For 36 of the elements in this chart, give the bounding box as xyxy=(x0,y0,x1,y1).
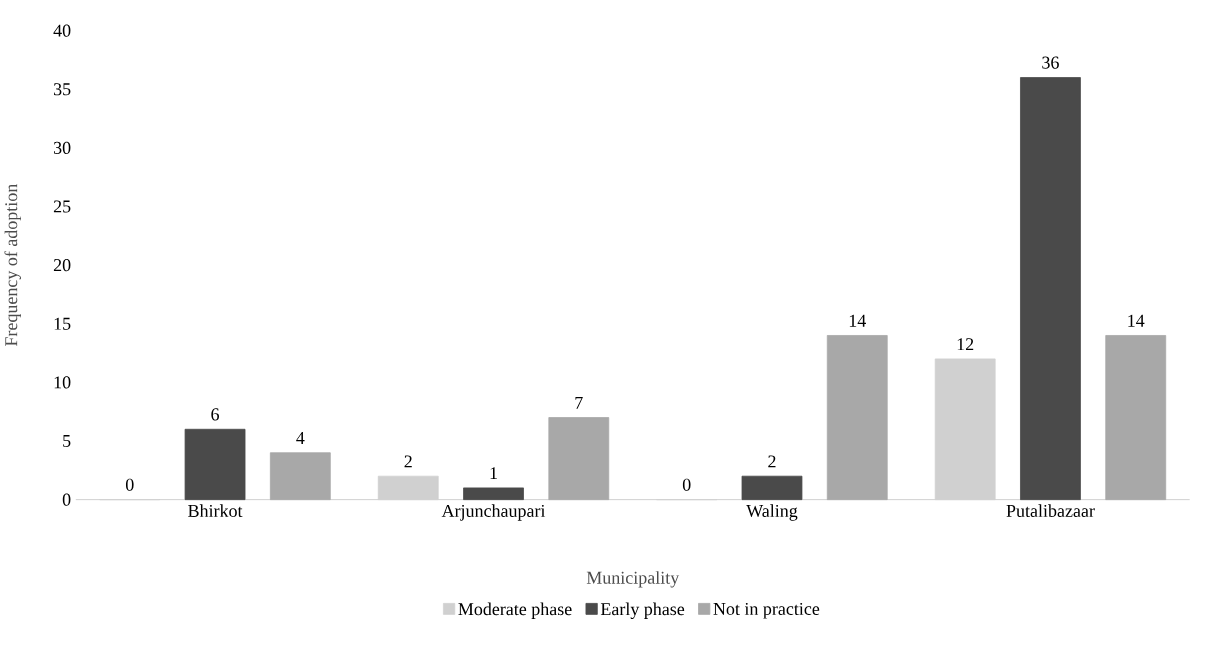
bar xyxy=(741,476,803,501)
data-label: 6 xyxy=(211,408,220,421)
x-tick-label: Putalibazaar xyxy=(1006,504,1095,518)
x-tick-label: Bhirkot xyxy=(188,504,243,518)
bar xyxy=(934,358,996,501)
x-tick-label: Waling xyxy=(746,504,798,521)
data-label: 1 xyxy=(490,467,497,480)
data-label: 14 xyxy=(1128,315,1145,327)
x-axis-title: Municipality xyxy=(586,571,680,588)
y-tick-label: 40 xyxy=(53,24,71,37)
data-label: 2 xyxy=(768,455,776,468)
data-label: 2 xyxy=(404,455,412,468)
x-tick-label: Arjunchaupari xyxy=(441,504,546,521)
bar xyxy=(377,476,439,501)
y-tick-label: 10 xyxy=(54,376,71,389)
y-tick-label: 5 xyxy=(63,435,71,448)
legend-label: Early phase xyxy=(600,602,685,620)
data-label: 7 xyxy=(575,397,583,409)
y-tick-label: 25 xyxy=(53,200,71,213)
y-axis-title: Frequency of adoption xyxy=(4,184,21,347)
bar xyxy=(184,429,246,501)
data-label: 12 xyxy=(957,338,974,351)
y-tick-label: 15 xyxy=(54,317,71,331)
y-tick-label: 20 xyxy=(53,259,71,272)
bar xyxy=(1020,77,1081,501)
bar xyxy=(463,487,524,501)
data-label: 0 xyxy=(682,478,691,492)
y-tick-label: 0 xyxy=(62,493,71,506)
legend-label: Not in practice xyxy=(713,603,820,619)
y-tick-label: 35 xyxy=(53,83,71,96)
data-label: 14 xyxy=(849,315,866,327)
legend-label: Moderate phase xyxy=(458,602,572,620)
data-label: 36 xyxy=(1042,56,1059,69)
data-label: 4 xyxy=(296,432,305,445)
y-tick-label: 30 xyxy=(53,142,71,155)
data-label: 0 xyxy=(125,478,134,492)
